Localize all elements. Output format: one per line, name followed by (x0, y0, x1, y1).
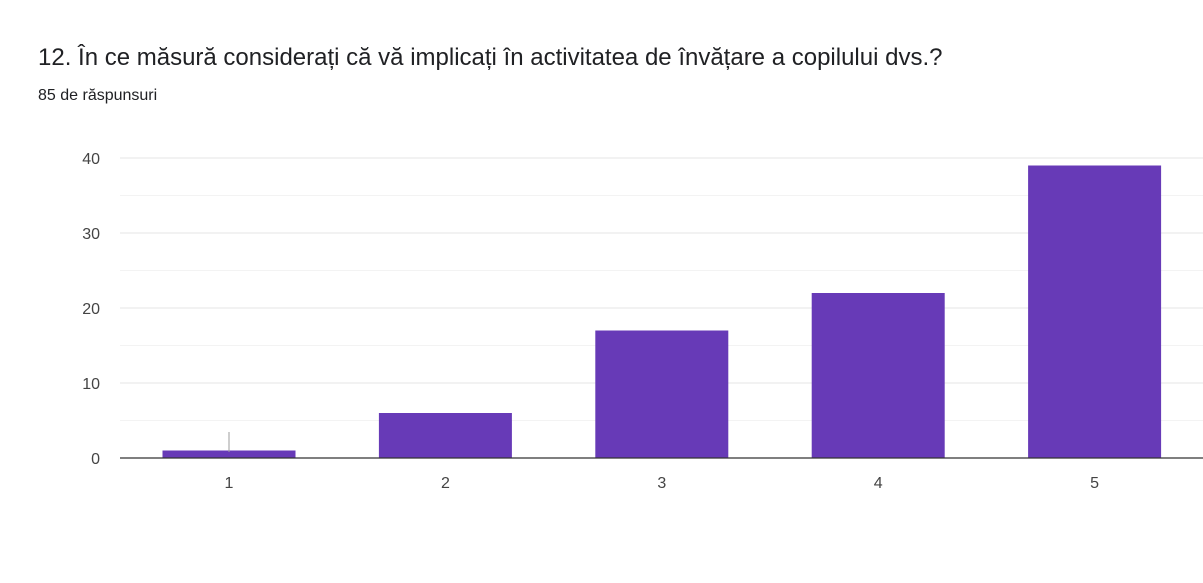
bar-2[interactable] (378, 413, 512, 458)
x-tick-label: 4 (874, 475, 883, 492)
y-tick-label: 40 (82, 151, 100, 168)
bar-5[interactable] (1028, 165, 1162, 459)
bar-3[interactable] (595, 330, 729, 459)
y-tick-label: 30 (82, 226, 100, 243)
x-tick-label: 1 (225, 475, 234, 492)
y-tick-label: 20 (82, 301, 100, 318)
bar-1[interactable] (162, 450, 296, 459)
axes: 0 10 20 30 40 1 2 3 4 5 (82, 151, 1203, 492)
bars (162, 165, 1162, 459)
bar-4[interactable] (811, 293, 945, 458)
question-title: 12. În ce măsură considerați că vă impli… (38, 44, 943, 71)
x-tick-label: 2 (441, 475, 450, 492)
x-tick-label: 5 (1090, 475, 1099, 492)
y-tick-label: 0 (91, 451, 100, 468)
response-count: 85 de răspunsuri (38, 87, 158, 104)
x-tick-label: 3 (657, 475, 666, 492)
y-tick-label: 10 (82, 376, 100, 393)
